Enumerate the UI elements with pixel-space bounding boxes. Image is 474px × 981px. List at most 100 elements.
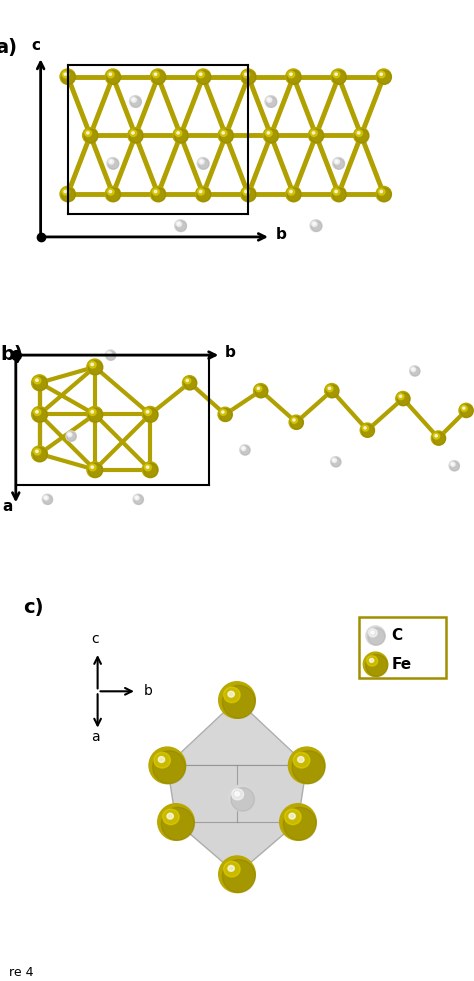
- Ellipse shape: [163, 809, 179, 825]
- Ellipse shape: [313, 223, 315, 225]
- Ellipse shape: [254, 384, 268, 397]
- Ellipse shape: [87, 462, 103, 478]
- Ellipse shape: [87, 406, 103, 422]
- Ellipse shape: [293, 752, 310, 768]
- Ellipse shape: [200, 161, 202, 163]
- Ellipse shape: [224, 687, 240, 702]
- Ellipse shape: [265, 95, 277, 107]
- Ellipse shape: [219, 129, 233, 143]
- Ellipse shape: [158, 803, 194, 841]
- Ellipse shape: [242, 71, 256, 84]
- Ellipse shape: [128, 128, 143, 143]
- Ellipse shape: [108, 352, 110, 354]
- Ellipse shape: [91, 411, 94, 413]
- Ellipse shape: [36, 411, 38, 413]
- Ellipse shape: [200, 190, 202, 193]
- Ellipse shape: [356, 129, 363, 136]
- Ellipse shape: [224, 861, 240, 877]
- Ellipse shape: [231, 788, 255, 811]
- Text: b): b): [0, 345, 23, 364]
- Ellipse shape: [186, 380, 189, 382]
- Ellipse shape: [222, 859, 255, 893]
- Text: Fe: Fe: [392, 657, 412, 672]
- Ellipse shape: [131, 97, 141, 107]
- Ellipse shape: [109, 159, 114, 164]
- Ellipse shape: [264, 129, 279, 143]
- Ellipse shape: [288, 188, 295, 195]
- Ellipse shape: [32, 406, 47, 422]
- Ellipse shape: [86, 131, 89, 134]
- Text: b: b: [225, 345, 236, 360]
- Ellipse shape: [334, 159, 339, 164]
- Ellipse shape: [431, 431, 446, 445]
- Ellipse shape: [222, 686, 255, 718]
- Ellipse shape: [107, 351, 111, 356]
- Ellipse shape: [44, 495, 48, 500]
- Ellipse shape: [32, 375, 47, 390]
- Ellipse shape: [363, 652, 388, 677]
- Ellipse shape: [266, 97, 272, 102]
- Ellipse shape: [364, 427, 366, 429]
- Ellipse shape: [220, 409, 227, 415]
- Ellipse shape: [146, 466, 149, 468]
- Bar: [359, 617, 446, 678]
- Ellipse shape: [452, 463, 454, 465]
- Ellipse shape: [298, 756, 304, 762]
- Ellipse shape: [133, 99, 135, 100]
- Ellipse shape: [287, 188, 301, 202]
- Ellipse shape: [152, 188, 166, 202]
- Ellipse shape: [153, 750, 186, 784]
- Ellipse shape: [366, 626, 385, 645]
- Ellipse shape: [178, 223, 180, 225]
- Ellipse shape: [362, 425, 369, 432]
- Ellipse shape: [287, 71, 301, 84]
- Ellipse shape: [289, 415, 303, 430]
- Ellipse shape: [108, 159, 118, 169]
- Ellipse shape: [222, 411, 224, 413]
- Ellipse shape: [368, 629, 377, 637]
- Ellipse shape: [154, 752, 171, 768]
- Ellipse shape: [268, 99, 270, 100]
- Ellipse shape: [293, 419, 295, 421]
- Ellipse shape: [184, 378, 191, 384]
- Ellipse shape: [110, 161, 112, 163]
- Ellipse shape: [184, 377, 197, 389]
- Ellipse shape: [333, 72, 340, 77]
- Ellipse shape: [333, 158, 345, 169]
- Ellipse shape: [67, 433, 72, 437]
- Ellipse shape: [360, 423, 374, 438]
- Ellipse shape: [289, 813, 295, 819]
- Ellipse shape: [142, 462, 158, 478]
- Ellipse shape: [154, 73, 157, 76]
- Ellipse shape: [129, 95, 141, 107]
- Ellipse shape: [64, 190, 67, 193]
- Ellipse shape: [378, 188, 392, 202]
- Ellipse shape: [107, 188, 114, 195]
- Ellipse shape: [376, 69, 392, 84]
- Ellipse shape: [378, 188, 385, 195]
- Ellipse shape: [241, 186, 256, 202]
- Ellipse shape: [67, 432, 76, 441]
- Ellipse shape: [218, 407, 232, 422]
- Ellipse shape: [150, 186, 166, 202]
- Text: a): a): [0, 38, 18, 57]
- Ellipse shape: [336, 161, 337, 163]
- Ellipse shape: [89, 463, 103, 478]
- Ellipse shape: [219, 856, 255, 893]
- Ellipse shape: [82, 128, 98, 143]
- Ellipse shape: [288, 72, 295, 77]
- Ellipse shape: [197, 158, 209, 169]
- Ellipse shape: [463, 407, 465, 409]
- Ellipse shape: [161, 807, 194, 841]
- Ellipse shape: [355, 129, 369, 143]
- Ellipse shape: [228, 865, 234, 871]
- Ellipse shape: [200, 73, 202, 76]
- Ellipse shape: [263, 128, 279, 143]
- Ellipse shape: [109, 73, 112, 76]
- Ellipse shape: [332, 458, 337, 462]
- Ellipse shape: [149, 748, 186, 784]
- Ellipse shape: [396, 391, 410, 406]
- Ellipse shape: [195, 69, 211, 84]
- Ellipse shape: [280, 803, 316, 841]
- Ellipse shape: [62, 72, 69, 77]
